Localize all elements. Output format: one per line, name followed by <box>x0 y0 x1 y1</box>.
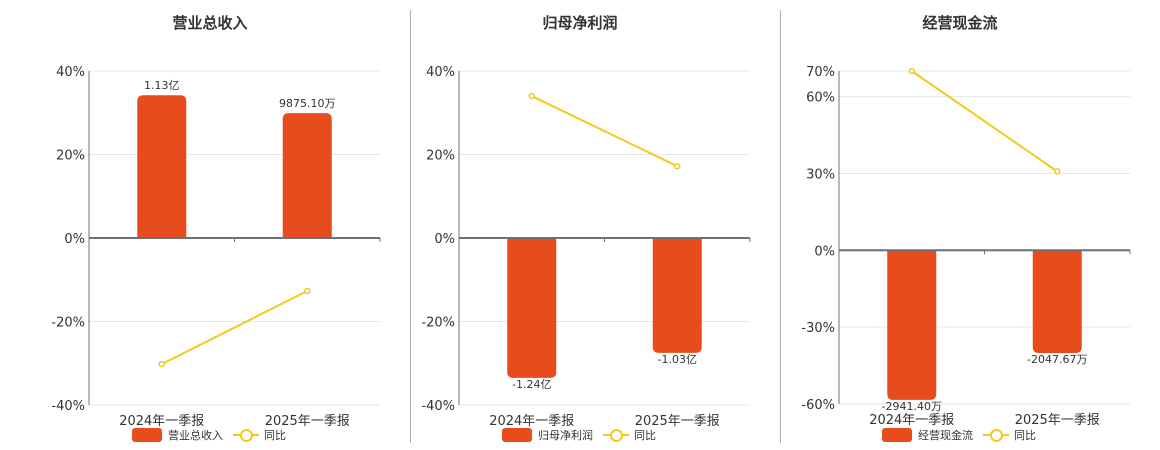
chart-title: 归母净利润 <box>542 14 618 32</box>
legend-line-label: 同比 <box>634 429 656 442</box>
y-tick-label: 0% <box>814 244 835 259</box>
bar-value-label: -1.03亿 <box>658 353 697 366</box>
chart-title: 营业总收入 <box>172 14 248 32</box>
y-tick-label: 20% <box>56 149 85 164</box>
y-tick-label: 60% <box>806 91 835 106</box>
chart-plot: 40% 20% 0% -20% -40% -1.24亿 -1.03亿 2024年一季报 2025… <box>421 65 751 429</box>
bar[interactable] <box>507 238 557 378</box>
y-tick-label: -40% <box>421 399 455 414</box>
bar[interactable] <box>282 113 332 238</box>
y-tick-label: 0% <box>64 232 85 247</box>
x-category-label: 2024年一季报 <box>119 414 204 429</box>
x-category-label: 2024年一季报 <box>869 413 954 428</box>
yoy-point[interactable] <box>528 92 535 100</box>
legend-line-label: 同比 <box>1014 429 1036 442</box>
x-category-label: 2025年一季报 <box>265 414 350 429</box>
y-tick-label: -20% <box>421 316 455 331</box>
legend-bar-label: 经营现金流 <box>918 429 973 442</box>
y-tick-label: 40% <box>426 65 455 80</box>
y-tick-label: 70% <box>806 65 835 80</box>
chart-panel-net-profit: 归母净利润 40% 20% 0% -20% -40% -1.24亿 -1.03亿 2024年一… <box>421 14 751 443</box>
chart-legend[interactable]: 归母净利润 同比 <box>502 427 656 443</box>
x-category-label: 2024年一季报 <box>489 414 574 429</box>
chart-title: 经营现金流 <box>922 14 998 32</box>
x-category-label: 2025年一季报 <box>1015 413 1100 428</box>
legend-line-icon <box>603 428 629 442</box>
bar[interactable] <box>887 250 937 400</box>
legend-line-label: 同比 <box>264 429 286 442</box>
x-category-label: 2025年一季报 <box>635 414 720 429</box>
y-tick-label: -40% <box>51 399 85 414</box>
legend-line-icon <box>983 428 1009 442</box>
chart-plot: 40% 20% 0% -20% -40% 1.13亿 9875.10万 2024年一季报 202… <box>51 65 381 429</box>
y-tick-label: -30% <box>801 321 835 336</box>
bar-value-label: -1.24亿 <box>512 378 551 391</box>
bar[interactable] <box>137 95 187 238</box>
bar-value-label: -2941.40万 <box>882 400 942 413</box>
panel-divider <box>780 10 781 443</box>
panel-divider <box>410 10 411 443</box>
legend-line-icon <box>233 428 259 442</box>
yoy-point[interactable] <box>908 67 915 75</box>
legend-bar-swatch <box>882 428 912 442</box>
chart-legend[interactable]: 营业总收入 同比 <box>132 427 286 443</box>
y-tick-label: 0% <box>434 232 455 247</box>
yoy-point[interactable] <box>158 360 165 368</box>
bar-value-label: 9875.10万 <box>279 97 336 110</box>
chart-panel-revenue: 营业总收入 40% 20% 0% -20% -40% 1.13亿 9875.10万 2024年… <box>0 0 410 450</box>
y-tick-label: 40% <box>56 65 85 80</box>
legend-bar-swatch <box>502 428 532 442</box>
yoy-point[interactable] <box>304 287 311 295</box>
y-tick-label: 30% <box>806 167 835 182</box>
y-tick-label: -60% <box>801 398 835 413</box>
yoy-point[interactable] <box>674 162 681 170</box>
yoy-line <box>911 70 1058 173</box>
legend-bar-swatch <box>132 428 162 442</box>
chart-legend[interactable]: 经营现金流 同比 <box>882 427 1036 443</box>
yoy-point[interactable] <box>1054 168 1061 175</box>
yoy-line <box>531 95 678 168</box>
bar-value-label: 1.13亿 <box>144 79 180 92</box>
bar-value-label: -2047.67万 <box>1027 353 1087 366</box>
legend-bar-label: 营业总收入 <box>168 429 223 442</box>
legend-bar-label: 归母净利润 <box>538 429 593 442</box>
y-tick-label: -20% <box>51 316 85 331</box>
yoy-line <box>161 290 308 365</box>
bar[interactable] <box>1032 250 1082 354</box>
y-tick-label: 20% <box>426 149 455 164</box>
bar[interactable] <box>652 238 702 353</box>
